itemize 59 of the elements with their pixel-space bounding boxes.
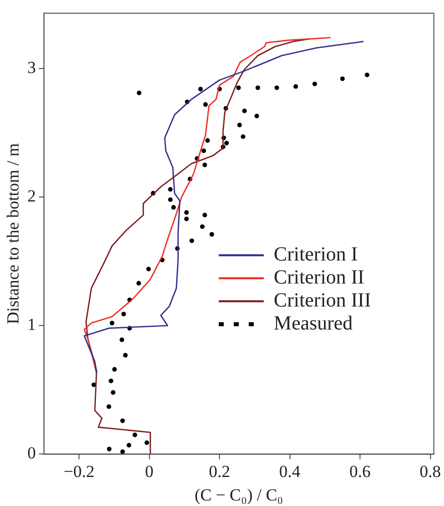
x-axis-title: (C − C₀) / C₀: [194, 485, 284, 504]
point: [202, 212, 208, 218]
point: [132, 432, 138, 438]
point: [168, 197, 173, 202]
point: [106, 404, 112, 409]
point: [236, 85, 241, 90]
point: [110, 320, 114, 326]
x-tick-label: 0.6: [349, 462, 371, 481]
point: [256, 85, 260, 90]
point: [112, 367, 117, 372]
x-tick-label: −0.2: [64, 462, 94, 481]
y-tick-label: 0: [27, 444, 36, 463]
point: [274, 85, 280, 90]
point: [201, 148, 206, 154]
point: [146, 266, 151, 272]
point: [168, 187, 173, 192]
point: [171, 205, 176, 210]
x-tick-label: 0.4: [279, 462, 301, 481]
point: [237, 122, 242, 128]
legend-label: Measured: [274, 312, 353, 334]
y-tick-label: 2: [27, 186, 36, 206]
point: [210, 232, 214, 237]
point: [106, 446, 112, 452]
x-tick-label: 0: [145, 462, 154, 481]
point: [120, 337, 124, 342]
point: [254, 114, 260, 118]
legend-label: Criterion I: [274, 243, 358, 266]
point: [123, 352, 128, 358]
point: [144, 440, 150, 445]
point: [293, 84, 298, 89]
x-tick-label: 0.2: [208, 462, 230, 481]
point: [184, 210, 189, 215]
point: [184, 216, 189, 222]
y-tick-label: 1: [27, 315, 36, 334]
y-axis-title: Distance to the bottom / m: [4, 143, 23, 324]
legend-label: Criterion III: [274, 289, 371, 312]
point: [205, 138, 210, 143]
point: [198, 86, 203, 92]
point: [240, 134, 246, 139]
point: [312, 82, 318, 86]
point: [203, 102, 208, 107]
y-tick-label: 3: [27, 58, 36, 77]
point: [120, 449, 125, 454]
point: [340, 76, 345, 82]
point: [364, 72, 370, 78]
point: [136, 280, 142, 286]
point: [224, 140, 229, 146]
point: [108, 378, 114, 384]
point: [242, 108, 247, 114]
point: [126, 442, 132, 448]
point: [120, 418, 125, 424]
point: [200, 224, 205, 229]
point: [136, 90, 142, 96]
point: [202, 162, 208, 168]
point: [121, 312, 126, 316]
point: [110, 390, 116, 395]
legend-label: Criterion II: [274, 266, 364, 288]
point: [189, 238, 194, 244]
x-tick-label: 0.8: [420, 462, 441, 481]
